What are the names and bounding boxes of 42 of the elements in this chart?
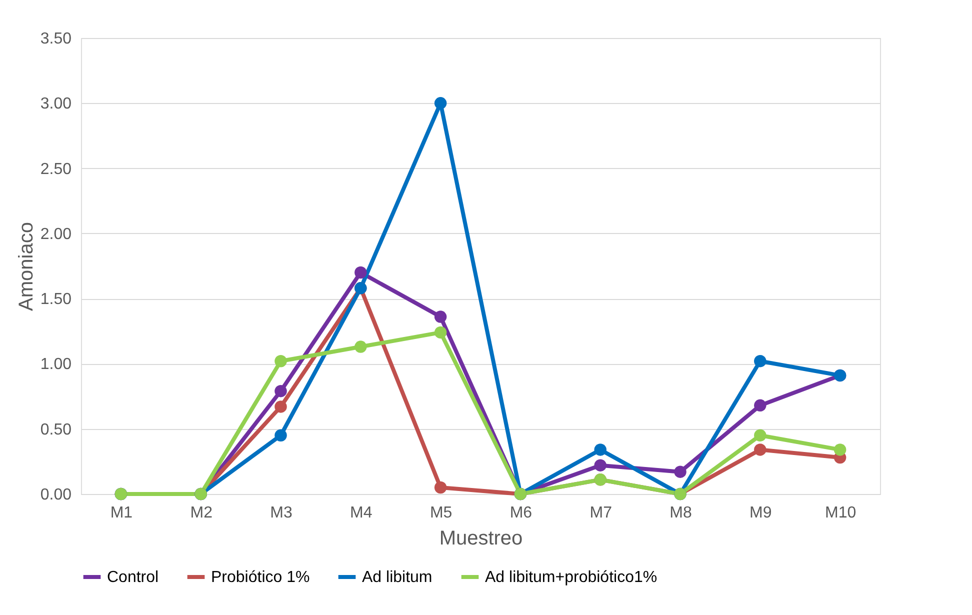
x-axis-title: Muestreo [439,528,523,550]
legend-label: Probiótico 1% [211,569,310,586]
point [434,97,447,110]
point [594,444,606,456]
y-tick-label: 0.00 [40,486,72,504]
x-tick-label: M1 [110,504,133,522]
point [754,399,766,412]
x-tick-label: M2 [190,504,213,522]
x-tick-label: M10 [824,504,856,522]
y-tick-label: 3.50 [40,30,72,48]
y-axis-title: Amoniaco [15,222,38,311]
point [274,354,287,368]
x-tick-label: M8 [670,504,692,522]
y-tick-label: 1.00 [40,356,72,374]
point [754,354,766,368]
point [754,429,766,442]
legend-label: Ad libitum+probiótico1% [485,569,658,586]
x-tick-label: M4 [350,504,372,522]
x-tick-label: M7 [590,504,612,522]
x-tick-label: M3 [270,504,292,522]
x-tick-label: M5 [430,504,452,522]
x-tick-label: M6 [510,504,532,522]
point [354,340,367,353]
y-tick-label: 0.50 [40,421,72,438]
point [834,444,846,456]
legend-label: Control [107,569,159,586]
y-tick-label: 3.00 [40,96,72,113]
point [274,400,287,413]
point [594,459,606,472]
point [754,444,766,456]
legend-label: Ad libitum [362,569,432,586]
y-tick-label: 1.50 [40,291,72,308]
y-tick-label: 2.00 [40,226,72,243]
point [434,326,447,339]
point [274,384,287,398]
x-tick-label: M9 [750,504,772,522]
point [354,266,367,279]
point [674,466,686,478]
y-tick-label: 2.50 [40,160,72,178]
point [434,481,447,494]
point [274,429,287,442]
point [434,310,447,323]
